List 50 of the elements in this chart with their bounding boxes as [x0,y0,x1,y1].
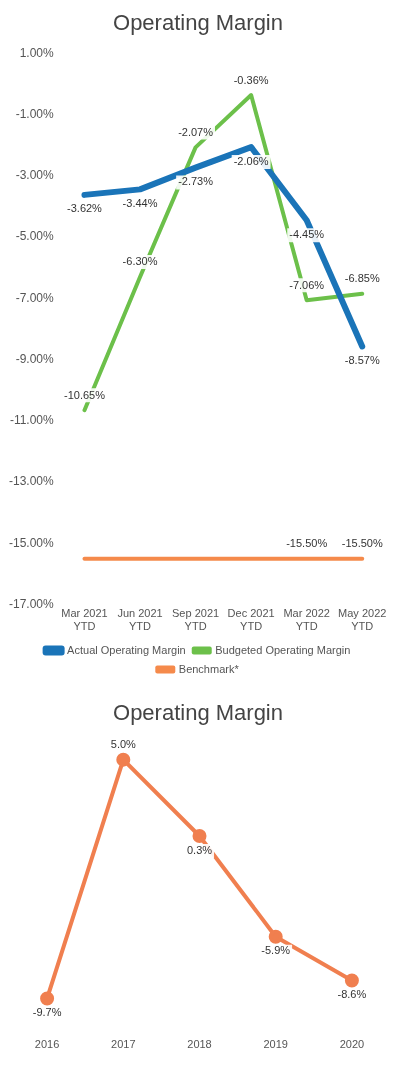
x-tick-label: 2018 [187,1038,212,1051]
data-label: -15.50% [286,537,328,550]
y-tick-label: -17.00% [8,596,55,611]
data-label: 5.0% [110,738,137,751]
legend-label: Benchmark* [178,662,240,675]
data-label: -4.45% [289,227,325,240]
data-label: -5.9% [261,944,291,957]
x-tick-label: Dec 2021 YTD [227,607,275,633]
x-tick-label: 2016 [34,1038,60,1051]
y-tick-label: -9.00% [15,351,55,366]
y-tick-label: -13.00% [8,474,55,489]
data-label: -9.7% [32,1005,62,1018]
data-label: -10.65% [63,388,106,401]
y-tick-label: 1.00% [19,45,55,60]
chart-title: Operating Margin [113,10,283,36]
legend-label: Actual Operating Margin [67,643,186,656]
x-tick-label: Mar 2021 YTD [61,607,108,633]
data-label: 0.3% [186,843,213,856]
y-tick-label: -11.00% [9,413,55,428]
legend-label: Budgeted Operating Margin [215,643,351,656]
chart-title: Operating Margin [113,700,283,726]
data-label: -8.57% [344,353,380,366]
x-tick-label: 2017 [111,1038,136,1051]
point [116,752,131,767]
y-tick-label: -7.00% [15,290,55,305]
data-label: -15.50% [341,537,383,550]
point [40,991,55,1006]
x-tick-label: Jun 2021 YTD [117,607,163,633]
data-label: -2.73% [178,175,214,188]
x-tick-label: Sep 2021 YTD [172,607,220,633]
data-label: -3.44% [122,196,158,209]
data-label: -2.06% [233,154,269,167]
y-tick-label: -3.00% [15,168,55,183]
y-tick-label: -1.00% [15,106,55,121]
x-tick-label: Mar 2022 YTD [283,607,330,633]
data-label: -0.36% [233,73,269,86]
y-tick-label: -5.00% [15,229,55,244]
data-label: -7.06% [289,278,325,291]
data-label: -8.6% [337,988,367,1001]
y-tick-label: -15.00% [8,535,55,550]
data-label: -2.07% [178,125,214,138]
point [268,929,283,944]
x-tick-label: 2019 [263,1038,288,1051]
data-label: -6.85% [344,272,380,285]
data-label: -6.30% [122,255,158,268]
x-tick-label: 2020 [339,1038,365,1051]
data-label: -3.62% [67,202,103,215]
point [344,973,359,988]
point [192,828,207,843]
x-tick-label: May 2022 YTD [338,607,387,633]
